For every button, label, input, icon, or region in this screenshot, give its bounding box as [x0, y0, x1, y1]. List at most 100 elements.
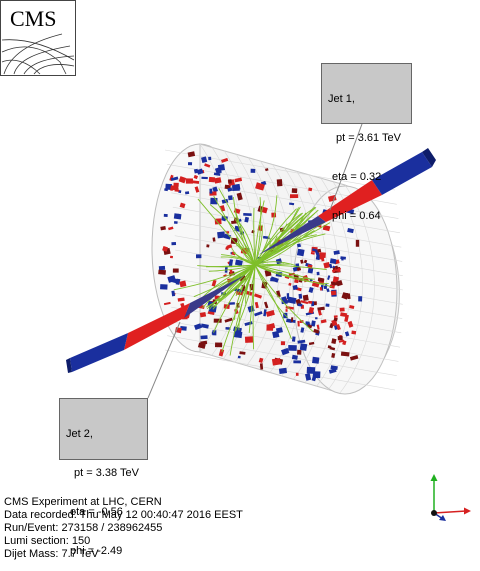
energy-deposit [287, 296, 297, 305]
energy-deposit [310, 251, 315, 255]
track-line [197, 198, 256, 266]
energy-deposit [170, 185, 174, 191]
energy-deposit [194, 186, 200, 193]
jet1-title: Jet 1, [328, 93, 355, 105]
energy-deposit [214, 342, 223, 348]
energy-deposit [297, 339, 306, 344]
grid-line [316, 178, 351, 387]
energy-deposit [158, 265, 166, 271]
track-line [252, 264, 256, 350]
energy-deposit [319, 286, 323, 291]
energy-deposit [308, 287, 314, 293]
jet1-callout-line [329, 123, 363, 211]
grid-line [174, 249, 404, 291]
energy-deposit [239, 351, 246, 355]
energy-deposit [311, 373, 317, 382]
energy-deposit [317, 277, 325, 282]
track-line [254, 213, 302, 266]
energy-deposit [254, 311, 263, 317]
energy-deposit [286, 293, 290, 300]
energy-deposit [300, 327, 305, 333]
energy-deposit [173, 221, 178, 224]
energy-deposit [171, 290, 176, 297]
energy-deposit [315, 317, 318, 320]
track-line [254, 264, 327, 270]
energy-deposit [200, 335, 208, 340]
energy-deposit [214, 218, 222, 225]
lumi-section-text: Lumi section: 150 [4, 535, 91, 547]
energy-deposit [290, 317, 294, 322]
track-line [254, 197, 262, 266]
grid-line [171, 192, 401, 234]
energy-deposit [349, 305, 355, 310]
energy-deposit [358, 296, 363, 302]
jet2-cone [66, 275, 245, 373]
energy-deposit [206, 244, 210, 248]
track-line [254, 264, 314, 332]
jet1-cone [258, 148, 436, 255]
energy-deposit [341, 257, 344, 261]
energy-deposit [236, 192, 243, 201]
energy-deposit [271, 212, 277, 218]
energy-deposit [338, 339, 345, 343]
energy-deposit [212, 186, 218, 193]
energy-deposit [290, 194, 299, 199]
grid-line [174, 235, 403, 277]
energy-deposit [254, 293, 262, 299]
energy-deposit [162, 246, 168, 252]
energy-deposit [196, 254, 202, 259]
track-line [209, 204, 256, 266]
energy-deposit [347, 227, 354, 234]
energy-deposit [322, 224, 331, 232]
energy-deposit [286, 318, 293, 324]
energy-deposit [214, 177, 222, 184]
energy-deposit [192, 180, 200, 184]
energy-deposit [218, 349, 225, 357]
grid-line [258, 160, 292, 370]
energy-deposit [312, 248, 318, 252]
energy-deposit [201, 176, 208, 180]
jet2-pt: pt = 3.38 TeV [74, 467, 139, 479]
energy-deposit [193, 174, 198, 180]
track-line [254, 264, 313, 280]
energy-deposit [317, 248, 322, 253]
energy-deposit [187, 151, 196, 158]
cms-logo-graphic [0, 0, 76, 76]
energy-deposit [275, 258, 283, 265]
energy-deposit [224, 317, 233, 323]
energy-deposit [296, 349, 302, 355]
energy-deposit [300, 300, 309, 305]
event-info: CMS Experiment at LHC, CERN Data recorde… [4, 496, 243, 561]
energy-deposit [300, 259, 304, 264]
energy-deposit [285, 308, 288, 312]
energy-deposit [160, 284, 168, 290]
energy-deposit [326, 288, 330, 293]
energy-deposit [212, 237, 216, 242]
track-line [213, 195, 256, 266]
energy-deposit [291, 354, 298, 360]
energy-deposit [187, 162, 193, 166]
energy-deposit [214, 166, 222, 175]
energy-deposit [337, 335, 343, 341]
energy-deposit [167, 275, 176, 283]
energy-deposit [308, 187, 313, 192]
energy-deposit [288, 345, 297, 351]
energy-deposit [163, 213, 168, 217]
jet1-pt: pt = 3.61 TeV [336, 132, 401, 144]
energy-deposit [217, 231, 226, 239]
energy-deposit [163, 301, 171, 306]
energy-deposit [225, 246, 229, 251]
energy-deposit [234, 287, 243, 293]
energy-deposit [315, 254, 321, 261]
energy-deposit [228, 195, 233, 201]
energy-deposit [263, 309, 267, 317]
energy-deposit [171, 241, 177, 246]
energy-deposit [296, 248, 305, 257]
track-line [235, 264, 256, 332]
energy-deposit [330, 290, 337, 296]
jet1-eta: eta = 0.32 [332, 171, 382, 183]
energy-deposit [270, 277, 277, 282]
energy-deposit [211, 279, 217, 287]
energy-deposit [291, 188, 298, 194]
